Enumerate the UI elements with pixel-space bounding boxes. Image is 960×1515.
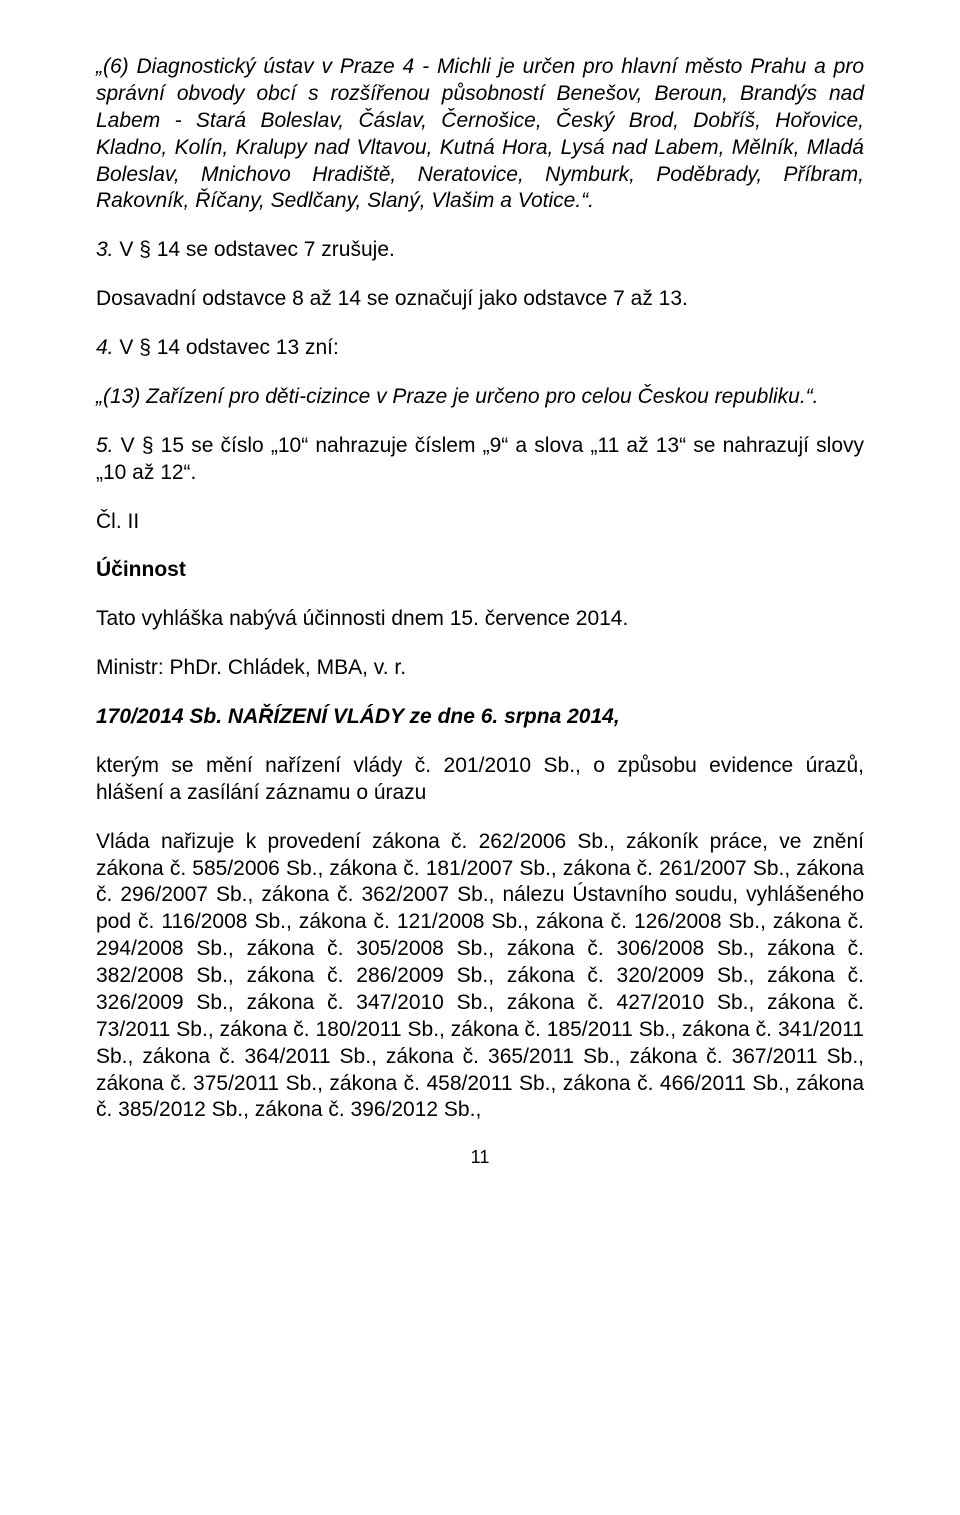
minister-signature: Ministr: PhDr. Chládek, MBA, v. r. <box>96 655 864 682</box>
article-label: Čl. II <box>96 509 864 536</box>
clause-number: 5. <box>96 434 114 457</box>
section-heading: Účinnost <box>96 557 864 584</box>
page-number: 11 <box>96 1146 864 1169</box>
paragraph: 3. V § 14 se odstavec 7 zrušuje. <box>96 237 864 264</box>
paragraph: 4. V § 14 odstavec 13 zní: <box>96 335 864 362</box>
paragraph: Tato vyhláška nabývá účinnosti dnem 15. … <box>96 606 864 633</box>
paragraph: Dosavadní odstavce 8 až 14 se označují j… <box>96 286 864 313</box>
clause-text: V § 14 se odstavec 7 zrušuje. <box>114 238 395 261</box>
clause-number: 3. <box>96 238 114 261</box>
clause-text: V § 14 odstavec 13 zní: <box>114 336 339 359</box>
regulation-title: 170/2014 Sb. NAŘÍZENÍ VLÁDY ze dne 6. sr… <box>96 704 864 731</box>
clause-number: 4. <box>96 336 114 359</box>
paragraph: „(6) Diagnostický ústav v Praze 4 - Mich… <box>96 54 864 215</box>
document-page: „(6) Diagnostický ústav v Praze 4 - Mich… <box>0 0 960 1515</box>
clause-text: V § 15 se číslo „10“ nahrazuje číslem „9… <box>96 434 864 484</box>
paragraph: 5. V § 15 se číslo „10“ nahrazuje číslem… <box>96 433 864 487</box>
paragraph: Vláda nařizuje k provedení zákona č. 262… <box>96 829 864 1125</box>
paragraph: „(13) Zařízení pro děti-cizince v Praze … <box>96 384 864 411</box>
paragraph: kterým se mění nařízení vlády č. 201/201… <box>96 753 864 807</box>
